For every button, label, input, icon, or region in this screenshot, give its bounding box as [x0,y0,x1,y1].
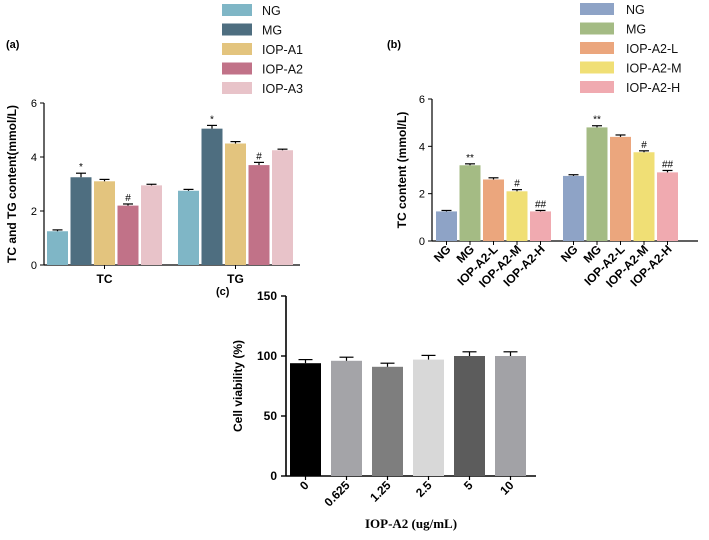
bar-group2-IOP-A2-M [633,152,655,241]
x-tick-label: 0 [297,478,312,493]
x-tick-label: TC [97,272,113,286]
bar-TG-NG [178,190,199,265]
y-tick-label: 100 [257,349,277,363]
y-tick-label: 50 [264,409,278,423]
bar-0 [290,363,321,476]
legend-label-IOP-A2: IOP-A2 [262,63,303,77]
bar-TG-MG [201,128,223,265]
bar-group2-NG [563,175,584,241]
significance-mark: ## [662,159,674,170]
bar-10 [495,356,526,476]
bar-TG-IOP-A1 [225,143,246,265]
legend-label-IOP-A1: IOP-A1 [262,43,303,57]
bar-group1-NG [436,211,457,241]
bar-group2-IOP-A2-L [610,136,631,241]
legend-swatch-MG [580,22,614,35]
y-tick-label: 0 [270,469,277,483]
legend-swatch-IOP-A2 [222,62,252,75]
bar-group1-IOP-A2-H [530,211,551,241]
significance-mark: ## [535,199,547,210]
y-axis-label: TC and TG content(mmol/L) [5,105,19,263]
y-tick-label: 0 [419,236,425,248]
y-tick-label: 2 [419,189,425,201]
significance-mark: # [514,179,520,190]
panel-label: (b) [387,39,401,51]
x-tick-label: 10 [497,478,517,498]
legend-label-IOP-A3: IOP-A3 [262,82,303,96]
legend-swatch-MG [222,23,252,36]
bar-group1-MG [459,165,481,241]
x-axis-label: IOP-A2 (ug/mL) [365,516,457,531]
bar-0.625 [331,360,362,476]
y-tick-label: 2 [31,206,37,218]
legend-swatch-IOP-A2-H [580,81,614,93]
y-tick-label: 4 [419,141,425,153]
bar-TC-IOP-A2 [117,205,139,265]
x-tick-label: 5 [461,478,476,493]
bar-5 [454,356,485,476]
x-tick-label: NG [431,242,454,265]
legend-label-IOP-A2-L: IOP-A2-L [626,42,678,56]
legend-swatch-IOP-A2-L [580,42,614,54]
bar-TG-IOP-A3 [272,150,293,265]
bar-TC-MG [70,177,92,265]
x-tick-label: NG [558,242,581,265]
legend-label-IOP-A2-H: IOP-A2-H [626,81,680,95]
x-tick-label: 2.5 [413,478,435,500]
significance-mark: * [210,114,214,125]
legend-swatch-IOP-A2-M [580,61,614,74]
bar-group2-IOP-A2-H [657,172,678,241]
y-tick-label: 6 [31,98,37,110]
bar-group1-IOP-A2-M [506,191,528,241]
significance-mark: # [256,151,262,162]
significance-mark: * [79,162,83,173]
significance-mark: ** [593,115,601,126]
legend-swatch-NG [222,4,252,16]
x-tick-label: TG [227,272,244,286]
y-tick-label: 150 [257,289,277,303]
significance-mark: # [125,193,131,204]
legend-swatch-NG [580,3,614,15]
bar-TC-IOP-A3 [141,185,162,265]
panel-b: (b) 0 2 4 6 TC content (mmol/L) NG ** MG IOP-A2-L… [387,3,698,290]
bar-2.5 [413,359,444,476]
y-tick-label: 4 [31,152,37,164]
significance-mark: # [641,140,647,151]
bar-group1-IOP-A2-L [483,179,504,241]
bar-group2-MG [586,127,608,241]
legend-swatch-IOP-A3 [222,82,252,94]
panel-c: (c) 0 50 100 150 Cell viability (%) 0 0.625 1.25… [216,286,536,531]
panel-a: (a) 0 2 4 6 TC and TG content(mmol/L) * # TC * # TG… [5,4,303,286]
legend-label-IOP-A2-M: IOP-A2-M [626,62,682,76]
bar-TC-NG [47,231,68,265]
panel-label: (c) [216,286,230,298]
legend-label-NG: NG [262,4,281,18]
legend-swatch-IOP-A1 [222,43,252,55]
x-tick-label: 0.625 [321,478,352,509]
bar-TG-IOP-A2 [248,165,270,265]
legend-label-MG: MG [626,23,646,37]
bar-TC-IOP-A1 [94,181,115,265]
y-axis-label: TC content (mmol/L) [395,112,409,229]
y-tick-label: 0 [31,260,37,272]
legend-label-NG: NG [626,3,645,17]
panel-label: (a) [6,39,20,51]
legend-label-MG: MG [262,24,282,38]
bar-1.25 [372,366,403,476]
significance-mark: ** [466,153,474,164]
y-axis-label: Cell viability (%) [231,340,245,432]
x-tick-label: 1.25 [367,478,394,505]
y-tick-label: 6 [419,94,425,106]
